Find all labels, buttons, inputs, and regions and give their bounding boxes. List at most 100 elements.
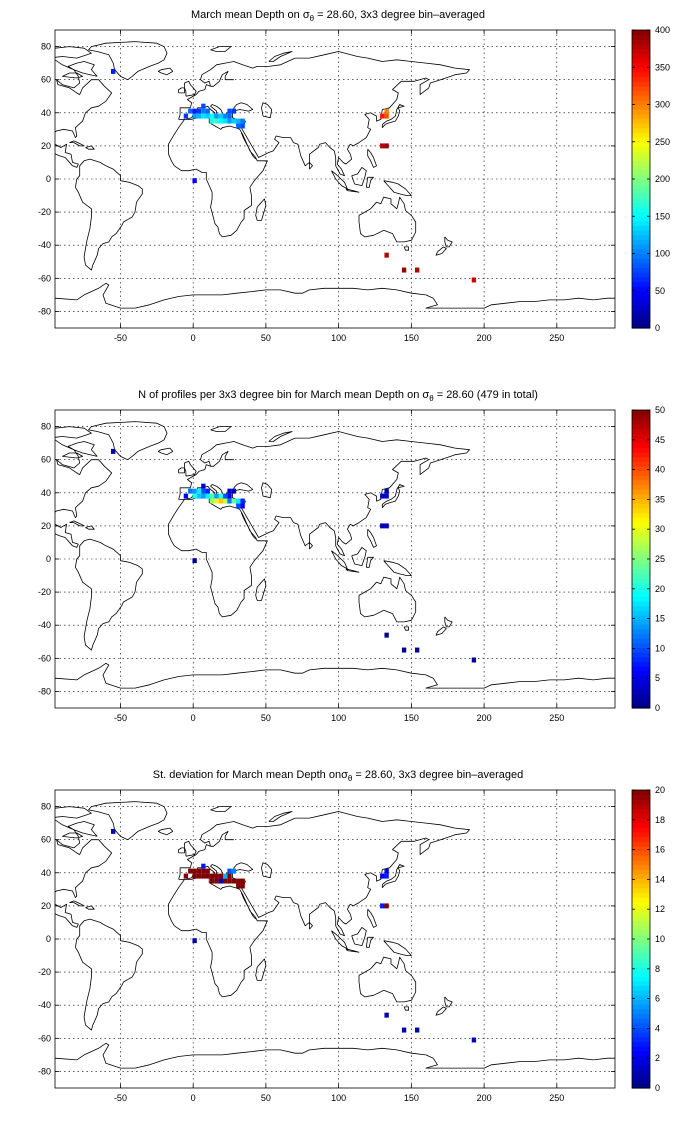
y-tick-label: 20	[41, 901, 51, 911]
colorbar-segment	[632, 850, 650, 856]
colorbar-segment	[632, 192, 650, 199]
data-cell	[240, 878, 245, 884]
x-tick-label: 100	[331, 1093, 346, 1103]
colorbar-segment	[632, 1008, 650, 1015]
colorbar-segment	[632, 638, 650, 644]
y-tick-label: -60	[38, 273, 51, 283]
colorbar-segment	[632, 985, 650, 991]
data-cell	[192, 113, 197, 119]
sigma-subscript: θ	[310, 14, 315, 23]
colorbar-segment	[632, 57, 650, 64]
data-cell	[188, 868, 193, 874]
data-cell	[384, 632, 389, 638]
colorbar: 0 5 10 15 20 25 30 35 40 45 50	[631, 405, 665, 713]
x-tick-label: 150	[404, 333, 419, 343]
colorbar-segment	[632, 174, 650, 180]
panel-title-prefix: St. deviation for March mean Depth on	[153, 769, 341, 781]
data-cell	[218, 493, 223, 499]
colorbar-segment	[632, 1060, 650, 1066]
colorbar-segment	[632, 30, 650, 36]
colorbar-segment	[632, 610, 650, 616]
colorbar-segment	[632, 151, 650, 157]
colorbar-segment	[632, 568, 650, 574]
colorbar-segment	[632, 479, 650, 486]
colorbar-segment	[632, 137, 650, 143]
colorbar-segment	[632, 934, 650, 940]
data-cell	[236, 883, 241, 889]
y-tick-label: 80	[41, 802, 51, 812]
data-cell	[223, 493, 228, 499]
y-tick-label: 80	[41, 42, 51, 52]
colorbar: 0 2 4 6 8 10 12 14 16 18 20	[631, 785, 665, 1093]
colorbar-segment	[632, 118, 650, 124]
colorbar-segment	[632, 281, 650, 287]
colorbar-segment	[632, 971, 650, 977]
colorbar-segment	[632, 197, 650, 203]
colorbar-segment	[632, 90, 650, 96]
colorbar-segment	[632, 314, 650, 320]
colorbar-segment	[632, 554, 650, 560]
colorbar-tick-label: 20	[655, 584, 665, 594]
data-cell	[196, 108, 202, 114]
colorbar-segment	[632, 318, 650, 324]
colorbar-segment	[632, 817, 650, 824]
colorbar-segment	[632, 1050, 650, 1057]
data-cell	[240, 123, 245, 129]
colorbar-segment	[632, 999, 650, 1005]
colorbar-segment	[632, 123, 650, 129]
colorbar-segment	[632, 799, 650, 805]
colorbar-segment	[632, 1004, 650, 1010]
data-cell	[209, 498, 215, 504]
colorbar-segment	[632, 451, 650, 458]
colorbar-segment	[632, 652, 650, 658]
colorbar-segment	[632, 666, 650, 672]
data-cell	[218, 113, 223, 119]
data-cell	[384, 113, 389, 119]
panel-title-suffix: = 28.60, 3x3 degree bin–averaged	[352, 769, 523, 781]
data-cell	[201, 493, 206, 499]
data-cell	[192, 493, 197, 499]
data-cell	[227, 498, 232, 504]
colorbar-segment	[632, 76, 650, 82]
colorbar-tick-label: 12	[655, 904, 665, 914]
colorbar-tick-label: 16	[655, 845, 665, 855]
y-tick-label: -20	[38, 967, 51, 977]
y-tick-label: -80	[38, 306, 51, 316]
colorbar-segment	[632, 503, 650, 509]
colorbar-segment	[632, 684, 650, 690]
data-cell	[183, 113, 189, 119]
plot-content	[55, 30, 615, 328]
colorbar-segment	[632, 624, 650, 630]
map-panel-3: St. deviation for March mean Depth onσθ …	[38, 769, 665, 1103]
data-cell	[236, 503, 241, 509]
data-cell	[384, 903, 389, 909]
colorbar-tick-label: 50	[655, 405, 665, 415]
colorbar-tick-label: 14	[655, 874, 665, 884]
colorbar-segment	[632, 67, 650, 73]
colorbar-segment	[632, 873, 650, 880]
colorbar-segment	[632, 957, 650, 963]
x-tick-label: -50	[114, 333, 127, 343]
y-tick-label: 20	[41, 521, 51, 531]
colorbar-tick-label: 2	[655, 1053, 660, 1063]
panel-title: March mean Depth on σθ = 28.60, 3x3 degr…	[191, 9, 485, 23]
colorbar-segment	[632, 920, 650, 926]
colorbar-segment	[632, 535, 650, 541]
data-cell	[240, 883, 245, 889]
y-tick-label: -80	[38, 1066, 51, 1076]
colorbar-segment	[632, 206, 650, 213]
colorbar-segment	[632, 540, 650, 546]
colorbar-segment	[632, 521, 650, 528]
colorbar-segment	[632, 859, 650, 866]
colorbar-segment	[632, 614, 650, 621]
colorbar-tick-label: 300	[655, 100, 670, 110]
y-tick-label: 20	[41, 141, 51, 151]
colorbar-segment	[632, 276, 650, 283]
colorbar-segment	[632, 1069, 650, 1075]
data-cell	[209, 113, 215, 119]
data-cell	[384, 1012, 389, 1018]
colorbar-segment	[632, 169, 650, 175]
data-cell	[231, 118, 237, 124]
data-cell	[192, 108, 197, 114]
data-cell	[384, 108, 389, 114]
